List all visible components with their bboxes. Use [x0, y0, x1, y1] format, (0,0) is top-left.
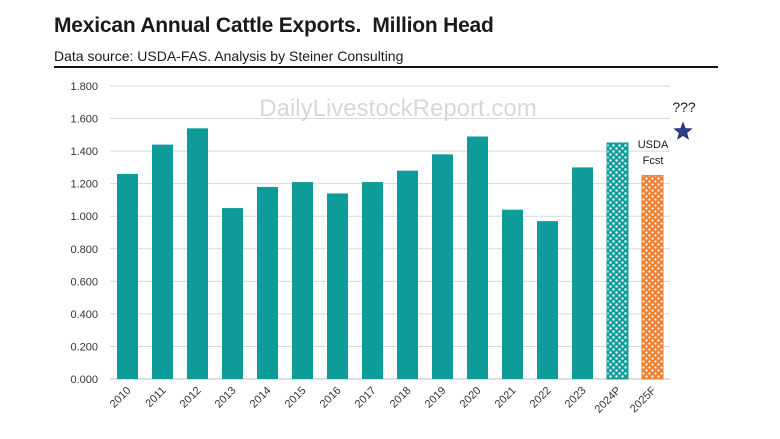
forecast-label-fcst: Fcst [643, 155, 664, 167]
bar-2017 [362, 182, 383, 379]
y-tick-label: 1.000 [70, 211, 98, 223]
x-tick-label: 2019 [423, 385, 449, 411]
y-tick-label: 0.800 [70, 244, 98, 256]
x-tick-label: 2016 [318, 385, 344, 411]
bar-2013 [222, 208, 243, 379]
x-tick-label: 2011 [143, 385, 168, 410]
x-axis-ticks: 2010 2011 2012 2013 2014 2015 2016 2017 2018 2019… [108, 384, 659, 415]
x-tick-label: 2015 [283, 385, 309, 411]
bar-2014 [257, 186, 278, 379]
forecast-label-usda: USDA [638, 139, 669, 151]
x-tick-label: 2018 [388, 385, 414, 411]
x-tick-label: 2020 [458, 385, 484, 411]
y-axis-ticks: 0.000 0.200 0.400 0.600 0.800 1.000 1.200 1.400… [70, 81, 98, 386]
bar-2011 [152, 144, 173, 379]
y-tick-label: 0.400 [70, 309, 98, 321]
chart-title: Mexican Annual Cattle Exports. Million H… [54, 14, 494, 37]
y-tick-label: 0.000 [70, 374, 98, 386]
bar-2023 [572, 167, 593, 379]
bar-2019 [432, 154, 453, 379]
y-tick-label: 1.600 [70, 114, 98, 126]
bar-2024p [606, 142, 629, 380]
x-tick-label: 2023 [563, 385, 589, 411]
y-tick-label: 1.800 [70, 81, 98, 93]
bar-2022 [537, 221, 558, 379]
bar-2010 [117, 173, 138, 379]
title-divider [54, 66, 718, 68]
x-tick-label: 2021 [493, 385, 519, 411]
x-tick-label: 2013 [213, 385, 239, 411]
x-tick-label: 2025F [628, 384, 659, 415]
question-marks: ??? [672, 99, 696, 115]
y-tick-label: 1.200 [70, 179, 98, 191]
y-tick-label: 0.200 [70, 341, 98, 353]
x-tick-label: 2010 [108, 385, 134, 411]
bar-2025f [641, 175, 664, 380]
bar-2020 [467, 136, 488, 379]
x-tick-label: 2012 [178, 385, 204, 411]
watermark: DailyLivestockReport.com [259, 95, 536, 122]
chart-subtitle: Data source: USDA-FAS. Analysis by Stein… [54, 48, 404, 64]
bar-2018 [397, 170, 418, 379]
bar-2021 [502, 209, 523, 379]
bar-2015 [292, 182, 313, 379]
star-icon [673, 121, 693, 140]
bar-2012 [187, 128, 208, 379]
x-tick-label: 2022 [528, 385, 554, 411]
y-tick-label: 1.400 [70, 146, 98, 158]
bar-2016 [327, 193, 348, 379]
y-tick-label: 0.600 [70, 276, 98, 288]
x-tick-label: 2017 [353, 385, 379, 411]
bars [117, 128, 664, 380]
x-tick-label: 2014 [248, 385, 274, 411]
x-tick-label: 2024P [593, 385, 624, 416]
